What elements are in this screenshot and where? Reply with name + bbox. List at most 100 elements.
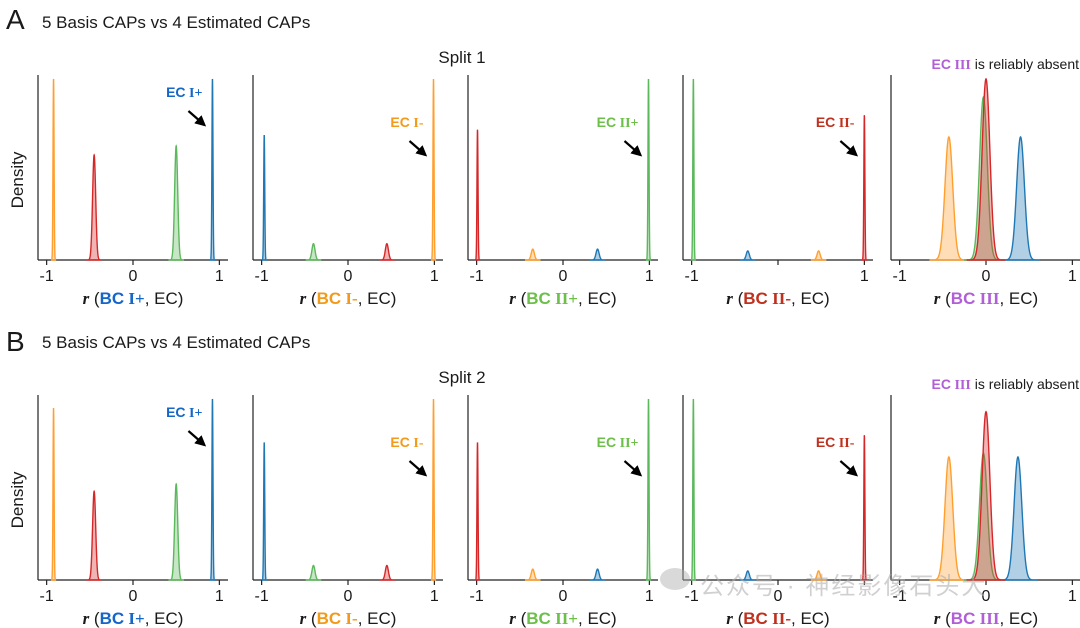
annotation-label: EC II- <box>816 434 855 451</box>
panel-letter-a: A <box>6 4 25 35</box>
x-tick-label: 1 <box>215 588 224 605</box>
x-axis-label: r (BC I+, EC) <box>83 609 184 628</box>
density-curve-blue <box>261 134 267 261</box>
density-curve-blue <box>1001 135 1040 261</box>
watermark-text: 公众号 · 神经影像石头大 <box>700 573 988 600</box>
density-curve-red <box>474 442 481 581</box>
x-tick-label: -1 <box>893 588 907 605</box>
density-panel-b-3: -1 0 1 r (BC II+, EC) EC II+ <box>467 395 658 628</box>
x-axis-label: r (BC II+, EC) <box>509 609 616 628</box>
arrow-icon <box>187 110 207 127</box>
wechat-icon <box>660 568 690 590</box>
density-curve-red <box>86 153 102 261</box>
density-panel-a-4: -1 1 r (BC II-, EC) EC II- <box>682 75 873 308</box>
x-tick-label: 0 <box>982 268 991 285</box>
density-panel-a-3: -1 0 1 r (BC II+, EC) EC II+ <box>467 75 658 308</box>
density-curve-orange <box>430 398 437 581</box>
density-curve-orange <box>810 570 827 581</box>
x-axis-label: r (BC I-, EC) <box>300 289 397 308</box>
x-tick-label: 1 <box>645 588 654 605</box>
split-title-2: Split 2 <box>438 368 486 387</box>
arrow-icon <box>408 460 428 477</box>
density-curve-orange <box>50 407 57 581</box>
density-panel-a-1: -1 0 1 r (BC I+, EC) EC I+ <box>37 75 228 308</box>
density-panel-a-2: -1 0 1 r (BC I-, EC) EC I- <box>252 75 443 308</box>
x-tick-label: 1 <box>645 268 654 285</box>
density-panel-b-4: -1 0 r (BC II-, EC) EC II- <box>682 395 873 628</box>
x-axis-label: r (BC I-, EC) <box>300 609 397 628</box>
density-curve-orange <box>525 568 541 581</box>
arrow-icon <box>623 140 643 157</box>
annotation-label: EC II+ <box>597 114 639 131</box>
density-curve-red <box>861 435 867 581</box>
density-curve-orange <box>50 78 57 261</box>
density-curve-blue <box>261 442 267 581</box>
x-tick-label: 1 <box>1068 588 1077 605</box>
x-tick-label: 0 <box>774 588 783 605</box>
panel-letter-b: B <box>6 326 25 357</box>
arrow-icon <box>839 460 859 477</box>
density-panel-b-2: -1 0 1 r (BC I-, EC) EC I- <box>252 395 443 628</box>
annotation-label: EC I- <box>390 114 423 131</box>
density-curve-red <box>474 129 481 261</box>
density-curve-green <box>168 482 184 581</box>
density-curve-red <box>861 115 867 261</box>
density-curve-orange <box>810 250 827 261</box>
annotation-label: EC I- <box>390 434 423 451</box>
density-curve-red <box>379 564 395 581</box>
density-curve-orange <box>525 248 541 261</box>
density-curve-green <box>305 242 322 261</box>
annotation-label: EC I+ <box>166 404 202 421</box>
x-tick-label: 0 <box>982 588 991 605</box>
density-curve-green <box>305 564 322 581</box>
x-tick-label: -1 <box>40 588 54 605</box>
annotation-label: EC II- <box>816 114 855 131</box>
split-title-1: Split 1 <box>438 48 486 67</box>
density-panel-a-5: -1 0 1 r (BC III, EC) EC III is reliably abs… <box>890 56 1080 308</box>
x-tick-label: 1 <box>215 268 224 285</box>
density-curve-blue <box>209 78 216 261</box>
density-curve-red <box>379 242 395 261</box>
arrow-icon <box>187 430 207 447</box>
x-tick-label: -1 <box>685 588 699 605</box>
x-tick-label: -1 <box>40 268 54 285</box>
x-tick-label: -1 <box>255 268 269 285</box>
x-tick-label: -1 <box>685 268 699 285</box>
density-curve-blue <box>589 248 606 261</box>
density-curve-blue <box>209 398 216 581</box>
annotation-label: EC II+ <box>597 434 639 451</box>
x-axis-label: r (BC III, EC) <box>934 289 1038 308</box>
annotation-label: EC I+ <box>166 84 202 101</box>
x-tick-label: 0 <box>344 588 353 605</box>
density-curve-blue <box>740 570 756 581</box>
density-curve-orange <box>929 455 969 581</box>
arrow-icon <box>408 140 428 157</box>
x-tick-label: 0 <box>559 588 568 605</box>
x-tick-label: 0 <box>129 588 138 605</box>
x-tick-label: 0 <box>344 268 353 285</box>
density-curve-red <box>966 410 1006 581</box>
absent-note: EC III is reliably absent <box>932 56 1080 73</box>
x-tick-label: -1 <box>470 268 484 285</box>
density-curve-green <box>690 398 696 581</box>
x-tick-label: -1 <box>893 268 907 285</box>
x-axis-label: r (BC II-, EC) <box>726 609 829 628</box>
x-tick-label: 1 <box>430 588 439 605</box>
x-tick-label: -1 <box>255 588 269 605</box>
density-curve-orange <box>929 135 969 261</box>
density-curve-red <box>966 77 1006 261</box>
x-tick-label: 1 <box>1068 268 1077 285</box>
density-curve-green <box>645 398 652 581</box>
x-axis-label: r (BC III, EC) <box>934 609 1038 628</box>
arrow-icon <box>623 460 643 477</box>
density-curve-blue <box>740 250 756 261</box>
x-tick-label: 1 <box>430 268 439 285</box>
density-curve-green <box>645 78 652 261</box>
x-tick-label: 0 <box>129 268 138 285</box>
density-panel-b-1: -1 0 1 r (BC I+, EC) EC I+ <box>37 395 228 628</box>
absent-note: EC III is reliably absent <box>932 376 1080 393</box>
x-tick-label: -1 <box>470 588 484 605</box>
x-tick-label: 1 <box>860 268 869 285</box>
x-axis-label: r (BC II-, EC) <box>726 289 829 308</box>
